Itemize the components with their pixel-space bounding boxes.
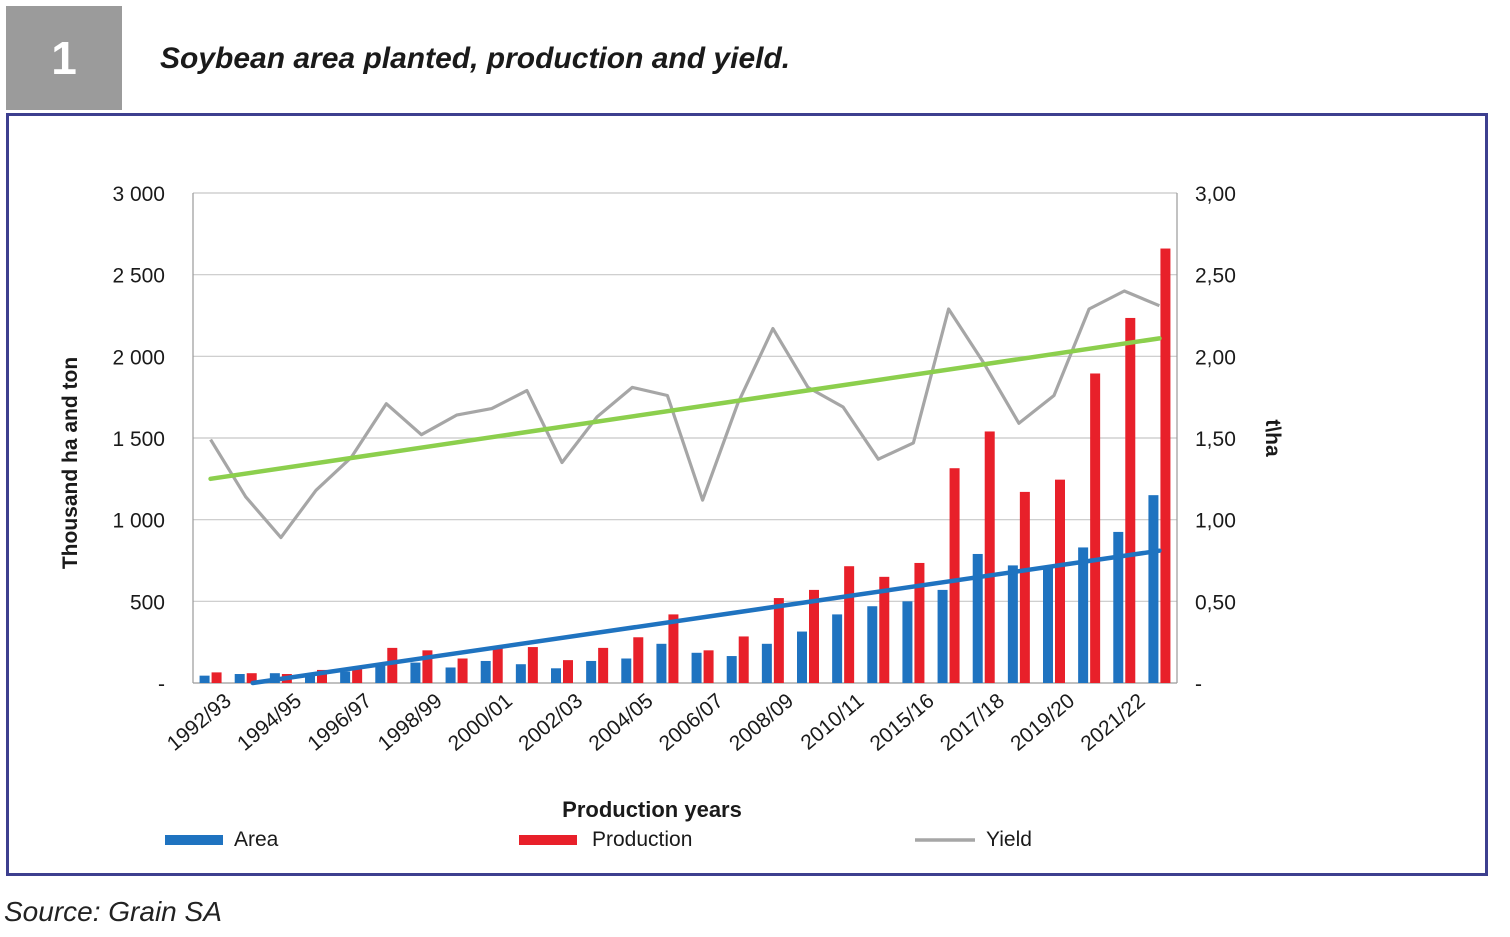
x-tick-label: 2008/09 xyxy=(725,689,798,755)
x-tick-label: 2004/05 xyxy=(585,689,658,755)
area-bar xyxy=(621,658,632,683)
legend-production-swatch xyxy=(519,835,577,845)
y-tick-label: 2 000 xyxy=(112,346,165,369)
production-bar xyxy=(527,647,538,683)
area-bar xyxy=(691,652,702,683)
area-bar xyxy=(199,675,210,683)
y2-tick-label: 2,50 xyxy=(1195,265,1236,288)
production-bar xyxy=(211,672,222,683)
production-bar xyxy=(1055,479,1065,683)
x-tick-label: 2006/07 xyxy=(655,689,728,755)
production-bar xyxy=(668,614,679,683)
area-bar xyxy=(761,643,772,683)
production-bar xyxy=(738,636,749,683)
area-bar xyxy=(340,671,351,683)
area-bar xyxy=(305,673,315,683)
y2-tick-label: 1,00 xyxy=(1195,510,1236,533)
area-bar xyxy=(867,606,878,683)
y-tick-label: 3 000 xyxy=(112,183,165,206)
production-bar xyxy=(352,668,363,683)
area-bar xyxy=(832,614,843,683)
area-bar xyxy=(410,662,421,683)
production-bar xyxy=(387,647,398,683)
area-bar xyxy=(445,667,456,683)
area-bar xyxy=(1113,531,1124,683)
production-bar xyxy=(317,669,327,683)
y2-tick-label: 3,00 xyxy=(1195,183,1236,206)
production-bar xyxy=(1090,373,1101,683)
production-bar xyxy=(422,650,433,683)
area-bar xyxy=(375,664,386,683)
figure-number-badge: 1 xyxy=(6,6,122,110)
production-bar xyxy=(1160,248,1171,684)
source-note: Source: Grain SA xyxy=(4,896,222,927)
figure-title: Soybean area planted, production and yie… xyxy=(160,42,791,75)
y2-tick-label: 1,50 xyxy=(1195,428,1236,451)
x-tick-label: 1998/99 xyxy=(374,689,447,755)
production-bar xyxy=(949,468,960,683)
production-bar xyxy=(457,658,468,683)
area-bar xyxy=(234,674,245,683)
y-tick-label: - xyxy=(158,673,165,696)
y-axis-title: Thousand ha and ton xyxy=(59,357,82,569)
area-bar xyxy=(972,553,983,683)
production-bar xyxy=(563,660,573,683)
production-bar xyxy=(703,650,714,683)
production-bar xyxy=(773,598,784,683)
x-tick-label: 1994/95 xyxy=(233,689,306,755)
figure-number: 1 xyxy=(51,32,77,84)
area-bar xyxy=(515,664,526,683)
legend-area-swatch xyxy=(165,835,223,845)
x-tick-label: 2017/18 xyxy=(936,689,1009,755)
production-bar xyxy=(914,562,925,683)
x-tick-label: 1996/97 xyxy=(303,689,376,755)
x-axis-title: Production years xyxy=(562,797,742,822)
area-bar xyxy=(902,601,913,683)
legend-production-label: Production xyxy=(592,828,692,851)
production-bar xyxy=(492,646,503,683)
legend-yield-label: Yield xyxy=(986,828,1032,851)
x-tick-label: 1992/93 xyxy=(163,689,236,755)
x-tick-label: 2002/03 xyxy=(514,689,587,755)
area-bar xyxy=(1148,495,1159,683)
y2-tick-label: 0,50 xyxy=(1195,591,1236,614)
chart-frame xyxy=(6,113,1488,876)
x-tick-label: 2000/01 xyxy=(444,689,517,755)
x-tick-label: 2019/20 xyxy=(1006,689,1079,755)
y2-tick-label: - xyxy=(1195,673,1202,696)
area-bar xyxy=(656,643,667,683)
production-bar xyxy=(598,647,609,683)
y-tick-label: 1 500 xyxy=(112,428,165,451)
y2-axis-title: t\ha xyxy=(1261,419,1284,457)
y-tick-label: 500 xyxy=(130,591,165,614)
area-bar xyxy=(797,631,807,683)
yield-trendline xyxy=(208,336,1162,482)
x-tick-label: 2010/11 xyxy=(797,689,869,754)
production-bar xyxy=(633,637,644,683)
production-bar xyxy=(809,589,819,683)
production-bar xyxy=(984,431,995,683)
area-bar xyxy=(586,660,597,683)
area-bar xyxy=(551,668,561,683)
production-bar xyxy=(879,576,890,683)
production-bar xyxy=(844,566,855,683)
x-tick-label: 2015/16 xyxy=(866,689,939,755)
production-bar xyxy=(1019,491,1030,683)
y2-tick-label: 2,00 xyxy=(1195,346,1236,369)
area-bar xyxy=(1078,547,1089,683)
area-bar xyxy=(1007,565,1018,683)
y-tick-label: 1 000 xyxy=(112,510,165,533)
area-bar xyxy=(726,656,737,683)
y-tick-label: 2 500 xyxy=(112,265,165,288)
area-bar xyxy=(1043,567,1053,683)
area-bar xyxy=(480,660,491,683)
legend-area-label: Area xyxy=(234,828,279,851)
x-tick-label: 2021/22 xyxy=(1077,689,1150,755)
yield-series-line xyxy=(209,289,1161,540)
production-bar xyxy=(246,673,257,683)
production-bar xyxy=(1125,317,1136,683)
area-bar xyxy=(937,589,948,683)
area-trendline xyxy=(250,548,1162,686)
